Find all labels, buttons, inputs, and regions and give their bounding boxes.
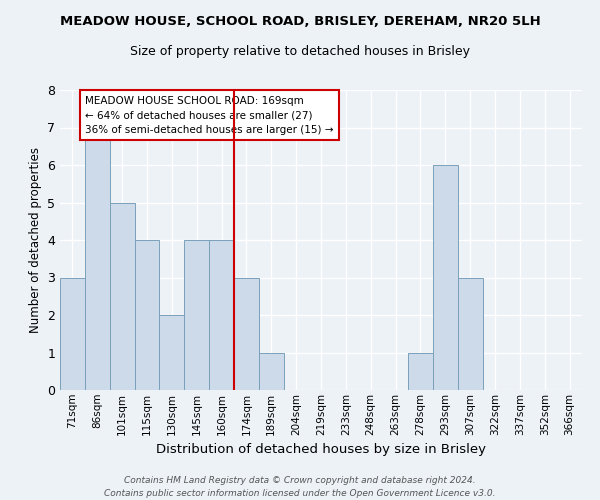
- Bar: [160, 315, 184, 390]
- Text: Contains HM Land Registry data © Crown copyright and database right 2024.
Contai: Contains HM Land Registry data © Crown c…: [104, 476, 496, 498]
- Bar: [234, 278, 259, 390]
- Bar: [110, 202, 134, 390]
- Bar: [259, 352, 284, 390]
- Y-axis label: Number of detached properties: Number of detached properties: [29, 147, 41, 333]
- Text: MEADOW HOUSE, SCHOOL ROAD, BRISLEY, DEREHAM, NR20 5LH: MEADOW HOUSE, SCHOOL ROAD, BRISLEY, DERE…: [59, 15, 541, 28]
- Text: Size of property relative to detached houses in Brisley: Size of property relative to detached ho…: [130, 45, 470, 58]
- X-axis label: Distribution of detached houses by size in Brisley: Distribution of detached houses by size …: [156, 443, 486, 456]
- Bar: [184, 240, 209, 390]
- Bar: [85, 128, 110, 390]
- Bar: [433, 165, 458, 390]
- Bar: [209, 240, 234, 390]
- Bar: [60, 278, 85, 390]
- Bar: [134, 240, 160, 390]
- Text: MEADOW HOUSE SCHOOL ROAD: 169sqm
← 64% of detached houses are smaller (27)
36% o: MEADOW HOUSE SCHOOL ROAD: 169sqm ← 64% o…: [85, 96, 334, 135]
- Bar: [408, 352, 433, 390]
- Bar: [458, 278, 482, 390]
